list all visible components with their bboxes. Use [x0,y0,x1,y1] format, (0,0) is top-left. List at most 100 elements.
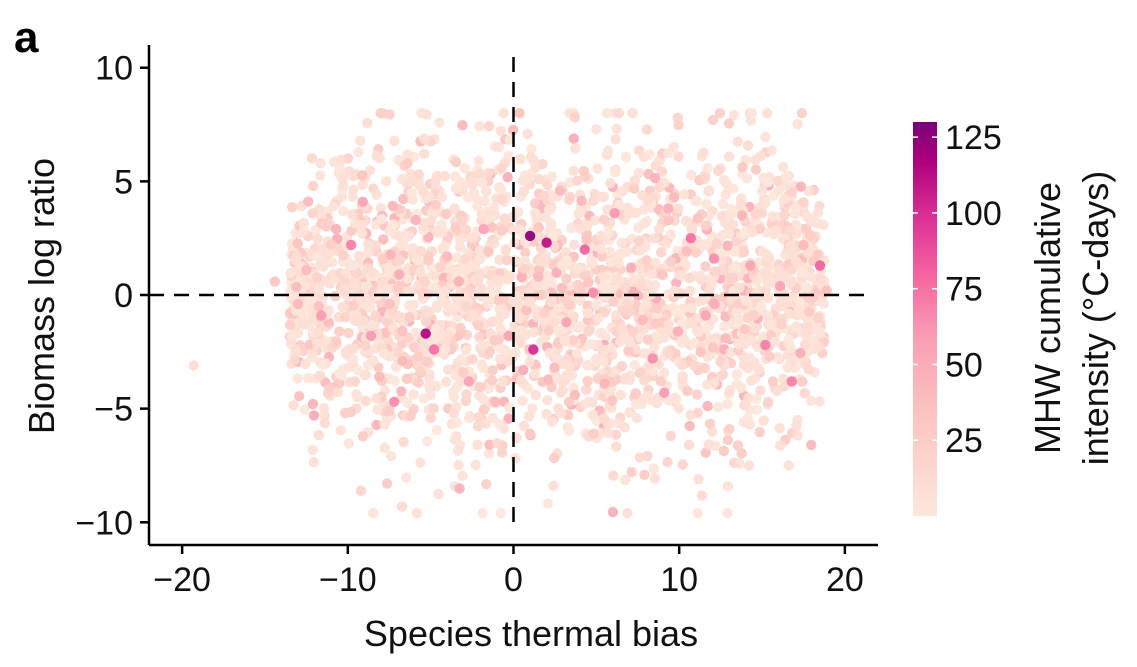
data-point [419,276,430,287]
data-point [673,403,684,414]
data-point [569,112,580,123]
data-point [719,321,730,332]
x-tick-label: 0 [504,561,523,599]
data-point [625,262,637,273]
data-point [353,251,365,262]
data-point [779,209,790,221]
data-point [608,296,619,307]
data-point [814,260,826,271]
data-point [548,317,559,328]
data-point [740,228,751,239]
data-point [457,215,468,227]
data-point [458,367,469,378]
y-tick-label: −10 [75,504,133,542]
data-point [368,508,379,519]
data-point [517,395,528,406]
data-point [672,326,684,337]
data-point [592,163,603,174]
data-point [658,332,670,343]
data-point [292,238,303,249]
data-point [633,235,644,247]
data-point [713,165,724,177]
data-point [388,219,399,230]
data-point [455,322,466,333]
data-point [293,391,305,402]
data-point [708,253,720,264]
data-point [597,191,608,202]
data-point [494,353,506,365]
data-point [448,408,460,419]
data-point [404,312,415,323]
data-point [668,141,679,153]
data-point [805,395,817,406]
data-point [307,444,318,456]
data-point [786,376,797,387]
data-point [806,439,817,451]
data-point [642,195,653,206]
data-point [791,420,802,431]
data-point [402,273,413,284]
data-point [362,117,373,129]
data-point [494,254,505,266]
data-point [356,295,367,306]
data-point [760,339,771,351]
data-point [514,224,526,235]
data-point [591,299,602,311]
data-point [381,176,392,187]
data-point [371,189,382,200]
data-point [426,215,437,226]
data-point [418,220,429,232]
data-point [474,332,485,343]
data-point [561,317,572,328]
data-point [560,247,572,258]
data-point [795,267,807,278]
data-point [722,434,734,446]
data-point [449,203,460,214]
data-point [692,389,703,400]
data-point [723,118,735,129]
data-point [763,176,774,188]
data-point [421,356,433,367]
data-point [808,291,819,303]
data-point [740,399,751,410]
data-point [610,310,622,321]
data-point [508,124,519,136]
data-point [745,260,756,271]
data-point [733,312,744,324]
data-point [569,239,580,250]
data-point [315,158,326,169]
data-point [286,202,298,213]
data-point [454,242,466,253]
data-point [641,255,652,266]
data-point [433,488,444,500]
data-point [796,108,808,119]
data-point [461,345,472,356]
data-point [307,398,319,410]
data-point [790,321,802,332]
data-point [412,254,423,266]
data-point [334,377,345,389]
data-point [717,369,728,381]
data-point [588,428,599,439]
data-point [620,474,631,485]
data-point [754,426,765,438]
data-point [583,300,594,311]
data-point [556,282,568,294]
data-point [385,249,396,260]
data-point [684,420,695,432]
data-point [510,452,521,464]
data-point [269,276,281,287]
data-point [439,170,450,182]
data-point [357,228,368,239]
data-point [495,125,506,136]
data-point [430,199,441,210]
data-point [731,260,742,272]
data-point [430,207,441,218]
data-point [450,183,462,194]
data-point [799,339,811,350]
data-point [568,165,579,176]
data-point [732,440,744,451]
data-point [696,295,708,306]
data-point [730,236,741,247]
